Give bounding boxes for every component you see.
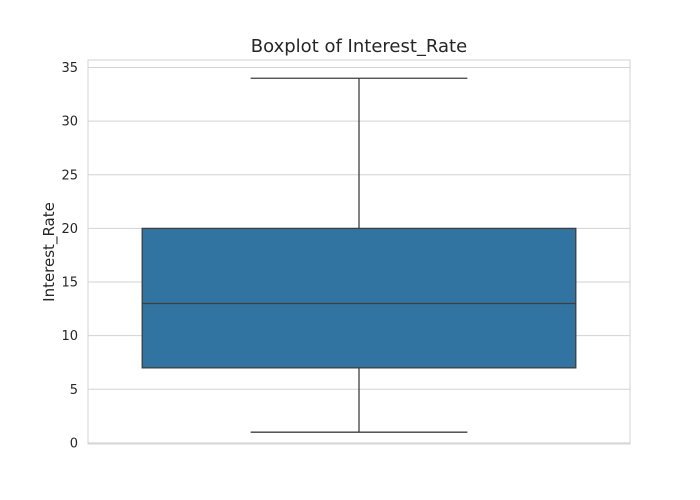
iqr-box [141, 227, 577, 369]
y-tick-label-35: 35 [61, 61, 78, 76]
y-axis-ticks: 0 5 10 15 20 25 30 35 [61, 61, 78, 451]
box-group [141, 77, 577, 433]
y-tick-label-10: 10 [61, 329, 78, 344]
chart-title: Boxplot of Interest_Rate [251, 36, 467, 57]
plot-frame [87, 59, 631, 445]
y-tick-label-0: 0 [70, 436, 78, 451]
y-tick-label-15: 15 [61, 276, 78, 291]
y-tick-label-30: 30 [61, 115, 78, 130]
y-tick-label-5: 5 [70, 383, 78, 398]
y-tick-label-20: 20 [61, 222, 78, 237]
y-axis-label: Interest_Rate [40, 202, 59, 302]
y-tick-label-25: 25 [61, 168, 78, 183]
